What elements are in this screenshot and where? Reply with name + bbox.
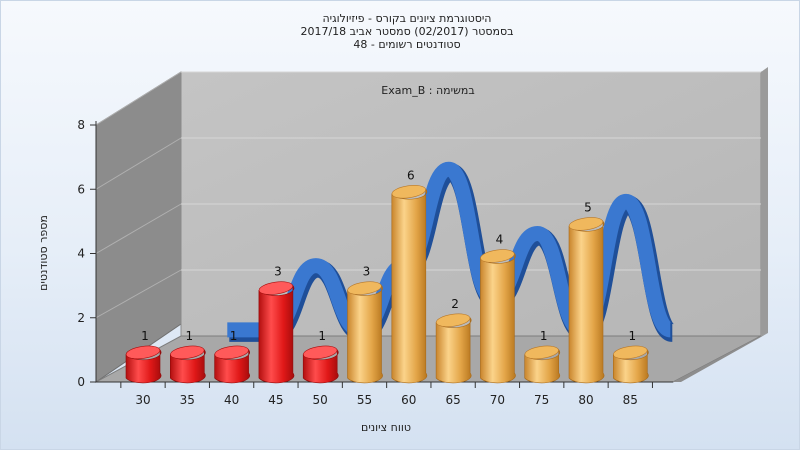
value-label: 3 xyxy=(363,265,371,279)
value-label: 1 xyxy=(540,329,548,343)
y-tick-label: 2 xyxy=(77,311,85,325)
value-label: 6 xyxy=(407,168,415,182)
bar-body xyxy=(480,252,516,384)
bar-body xyxy=(258,284,295,384)
bar-body xyxy=(435,316,472,384)
value-labels: 1 1 1 3 1 3 6 2 4 1 5 1 xyxy=(141,168,636,343)
bar-75 xyxy=(524,345,561,384)
x-tick-label: 65 xyxy=(445,393,460,407)
value-label: 3 xyxy=(274,265,282,279)
x-tick-label: 75 xyxy=(534,393,549,407)
gridline-side xyxy=(95,203,182,254)
value-label: 1 xyxy=(185,329,193,343)
plot-left-wall xyxy=(95,71,182,383)
gridline-side xyxy=(95,269,182,319)
x-tick-label: 55 xyxy=(357,393,372,407)
y-tick-label: 6 xyxy=(77,182,85,196)
value-label: 1 xyxy=(628,329,636,343)
bars xyxy=(125,185,649,384)
bar-top xyxy=(303,345,338,360)
y-tick-label: 8 xyxy=(77,118,85,132)
y-tick-label: 0 xyxy=(77,375,85,389)
y-axis-label: מספר סטודנטים xyxy=(37,215,50,291)
y-tick-label: 4 xyxy=(77,247,85,261)
bar-50 xyxy=(302,345,339,384)
gridline-side xyxy=(95,71,182,126)
bar-top xyxy=(613,345,648,360)
title-line-3: סטודנטים רשומים - 48 xyxy=(353,38,460,51)
bar-top xyxy=(125,345,161,360)
bar-body xyxy=(524,349,561,384)
bar-top xyxy=(391,185,426,199)
bar-top xyxy=(170,345,205,360)
title-line-2: בסמסטר (02/2017) סמסטר אביב 2017/18 xyxy=(300,25,513,38)
bar-35 xyxy=(170,345,206,384)
y-axis: 0 2 4 6 8 xyxy=(77,118,97,389)
bar-top xyxy=(435,313,471,327)
value-label: 1 xyxy=(141,329,149,343)
bar-body xyxy=(613,349,649,384)
bar-65 xyxy=(435,313,472,384)
bar-top xyxy=(480,249,515,263)
gridline-side xyxy=(95,137,182,190)
x-tick-label: 60 xyxy=(401,393,416,407)
plot-right-edge xyxy=(761,67,768,336)
distribution-curve xyxy=(227,161,676,342)
bar-85 xyxy=(613,345,649,384)
bar-45 xyxy=(258,281,295,384)
value-label: 5 xyxy=(584,200,592,214)
x-tick-label: 85 xyxy=(623,393,638,407)
bar-60 xyxy=(391,185,428,384)
distribution-curve-ribbon xyxy=(227,161,674,338)
bar-top xyxy=(258,281,294,295)
x-tick-label: 50 xyxy=(313,393,328,407)
bar-top xyxy=(347,281,382,295)
x-tick-label: 35 xyxy=(180,393,195,407)
bar-body xyxy=(391,188,428,384)
plot-floor-side xyxy=(673,333,768,382)
bar-body xyxy=(302,349,339,384)
bar-70 xyxy=(480,249,516,384)
value-label: 1 xyxy=(318,329,326,343)
chart-title: היסטוגרמת ציונים בקורס - פיזיולוגיה בסמס… xyxy=(300,12,513,51)
bar-40 xyxy=(214,345,250,384)
x-tick-label: 45 xyxy=(268,393,283,407)
bar-body xyxy=(568,220,605,384)
x-tick-label: 70 xyxy=(490,393,505,407)
bar-30 xyxy=(125,345,162,384)
assignment-label: Exam_B : במשימה xyxy=(381,84,474,97)
bar-body xyxy=(214,349,250,384)
title-line-1: היסטוגרמת ציונים בקורס - פיזיולוגיה xyxy=(323,12,492,25)
bar-body xyxy=(347,284,383,384)
value-label: 2 xyxy=(451,297,459,311)
x-axis-label: טווח ציונים xyxy=(361,421,411,434)
bar-top xyxy=(568,217,604,231)
bar-55 xyxy=(347,281,383,384)
bar-top xyxy=(214,345,249,360)
x-tick-label: 80 xyxy=(578,393,593,407)
x-tick-label: 30 xyxy=(135,393,150,407)
x-tick-label: 40 xyxy=(224,393,239,407)
x-axis: 30 35 40 45 50 55 60 65 70 75 80 85 xyxy=(96,381,673,407)
value-label: 1 xyxy=(230,329,238,343)
value-label: 4 xyxy=(496,233,504,247)
bar-top xyxy=(524,345,559,360)
bar-body xyxy=(125,349,162,384)
bar-80 xyxy=(568,217,605,384)
bar-body xyxy=(170,349,206,384)
